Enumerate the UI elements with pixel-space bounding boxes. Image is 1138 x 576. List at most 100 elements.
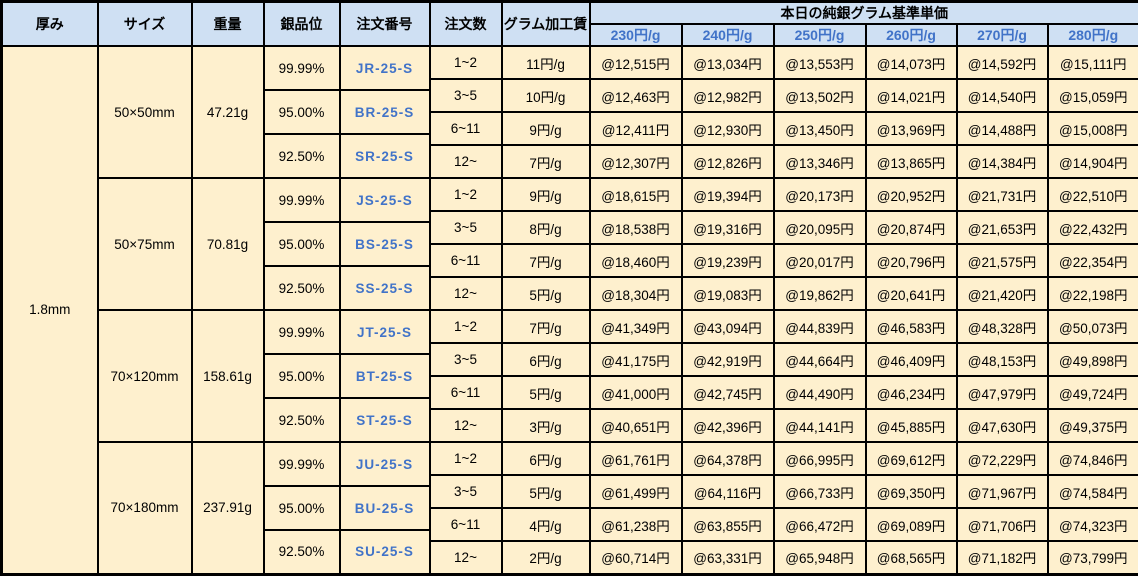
- order-no-cell: JS-25-S: [338, 177, 431, 223]
- header-size: サイズ: [96, 0, 193, 47]
- price-cell: @20,641円: [864, 276, 958, 311]
- price-cell: @46,409円: [864, 342, 958, 377]
- price-cell: @20,017円: [772, 243, 867, 278]
- price-cell: @74,846円: [1046, 441, 1138, 476]
- price-cell: @61,761円: [588, 441, 683, 476]
- header-order-no: 注文番号: [338, 0, 431, 47]
- price-cell: @20,173円: [772, 177, 867, 212]
- qty-cell: 1~2: [428, 177, 503, 212]
- purity-cell: 95.00%: [262, 485, 341, 531]
- price-cell: @45,885円: [864, 408, 958, 443]
- price-cell: @65,948円: [772, 540, 867, 575]
- price-cell: @20,796円: [864, 243, 958, 278]
- purity-cell: 99.99%: [262, 45, 341, 91]
- qty-cell: 3~5: [428, 78, 503, 113]
- price-cell: @22,510円: [1046, 177, 1138, 212]
- fee-cell: 11円/g: [500, 45, 591, 80]
- price-cell: @44,664円: [772, 342, 867, 377]
- price-cell: @21,653円: [955, 210, 1049, 245]
- price-cell: @12,930円: [680, 111, 775, 146]
- purity-cell: 92.50%: [262, 529, 341, 575]
- price-cell: @68,565円: [864, 540, 958, 575]
- price-cell: @61,238円: [588, 507, 683, 542]
- purity-cell: 99.99%: [262, 441, 341, 487]
- price-cell: @13,450円: [772, 111, 867, 146]
- price-cell: @44,141円: [772, 408, 867, 443]
- fee-cell: 2円/g: [500, 540, 591, 575]
- price-cell: @19,316円: [680, 210, 775, 245]
- weight-cell: 70.81g: [190, 177, 265, 311]
- purity-cell: 95.00%: [262, 89, 341, 135]
- qty-cell: 1~2: [428, 441, 503, 476]
- order-no-cell: JU-25-S: [338, 441, 431, 487]
- order-no-cell: JT-25-S: [338, 309, 431, 355]
- price-cell: @46,583円: [864, 309, 958, 344]
- price-cell: @43,094円: [680, 309, 775, 344]
- purity-cell: 95.00%: [262, 353, 341, 399]
- price-cell: @19,083円: [680, 276, 775, 311]
- order-no-cell: BU-25-S: [338, 485, 431, 531]
- fee-cell: 10円/g: [500, 78, 591, 113]
- order-no-cell: SS-25-S: [338, 265, 431, 311]
- price-cell: @49,898円: [1046, 342, 1138, 377]
- price-cell: @74,584円: [1046, 474, 1138, 509]
- price-cell: @72,229円: [955, 441, 1049, 476]
- header-tier-270: 270円/g: [955, 23, 1049, 47]
- price-cell: @12,307円: [588, 144, 683, 179]
- purity-cell: 92.50%: [262, 397, 341, 443]
- price-cell: @20,095円: [772, 210, 867, 245]
- price-cell: @47,630円: [955, 408, 1049, 443]
- price-cell: @14,073円: [864, 45, 958, 80]
- price-cell: @21,731円: [955, 177, 1049, 212]
- header-tier-250: 250円/g: [772, 23, 867, 47]
- header-tier-260: 260円/g: [864, 23, 958, 47]
- price-cell: @22,198円: [1046, 276, 1138, 311]
- size-cell: 70×120mm: [96, 309, 193, 443]
- price-cell: @14,904円: [1046, 144, 1138, 179]
- price-cell: @12,826円: [680, 144, 775, 179]
- size-cell: 50×75mm: [96, 177, 193, 311]
- price-cell: @71,706円: [955, 507, 1049, 542]
- price-cell: @12,463円: [588, 78, 683, 113]
- purity-cell: 92.50%: [262, 265, 341, 311]
- price-cell: @20,952円: [864, 177, 958, 212]
- price-cell: @18,460円: [588, 243, 683, 278]
- price-cell: @41,349円: [588, 309, 683, 344]
- purity-cell: 99.99%: [262, 309, 341, 355]
- price-cell: @13,034円: [680, 45, 775, 80]
- price-cell: @20,874円: [864, 210, 958, 245]
- price-cell: @41,175円: [588, 342, 683, 377]
- fee-cell: 4円/g: [500, 507, 591, 542]
- order-no-cell: BS-25-S: [338, 221, 431, 267]
- order-no-cell: ST-25-S: [338, 397, 431, 443]
- size-cell: 50×50mm: [96, 45, 193, 179]
- table-header: 厚み サイズ 重量 銀品位 注文番号 注文数 グラム加工賃 本日の純銀グラム基準…: [0, 0, 1138, 47]
- purity-cell: 99.99%: [262, 177, 341, 223]
- price-cell: @15,059円: [1046, 78, 1138, 113]
- weight-cell: 237.91g: [190, 441, 265, 575]
- price-cell: @14,592円: [955, 45, 1049, 80]
- fee-cell: 9円/g: [500, 111, 591, 146]
- price-cell: @12,411円: [588, 111, 683, 146]
- fee-cell: 6円/g: [500, 342, 591, 377]
- price-cell: @14,540円: [955, 78, 1049, 113]
- price-cell: @22,432円: [1046, 210, 1138, 245]
- fee-cell: 5円/g: [500, 474, 591, 509]
- qty-cell: 12~: [428, 408, 503, 443]
- price-cell: @42,396円: [680, 408, 775, 443]
- price-cell: @42,745円: [680, 375, 775, 410]
- purity-cell: 92.50%: [262, 133, 341, 179]
- price-cell: @18,615円: [588, 177, 683, 212]
- price-cell: @49,724円: [1046, 375, 1138, 410]
- price-cell: @42,919円: [680, 342, 775, 377]
- qty-cell: 3~5: [428, 474, 503, 509]
- price-cell: @49,375円: [1046, 408, 1138, 443]
- price-cell: @47,979円: [955, 375, 1049, 410]
- price-cell: @50,073円: [1046, 309, 1138, 344]
- price-cell: @66,472円: [772, 507, 867, 542]
- price-cell: @19,862円: [772, 276, 867, 311]
- price-cell: @71,967円: [955, 474, 1049, 509]
- weight-cell: 158.61g: [190, 309, 265, 443]
- price-cell: @13,553円: [772, 45, 867, 80]
